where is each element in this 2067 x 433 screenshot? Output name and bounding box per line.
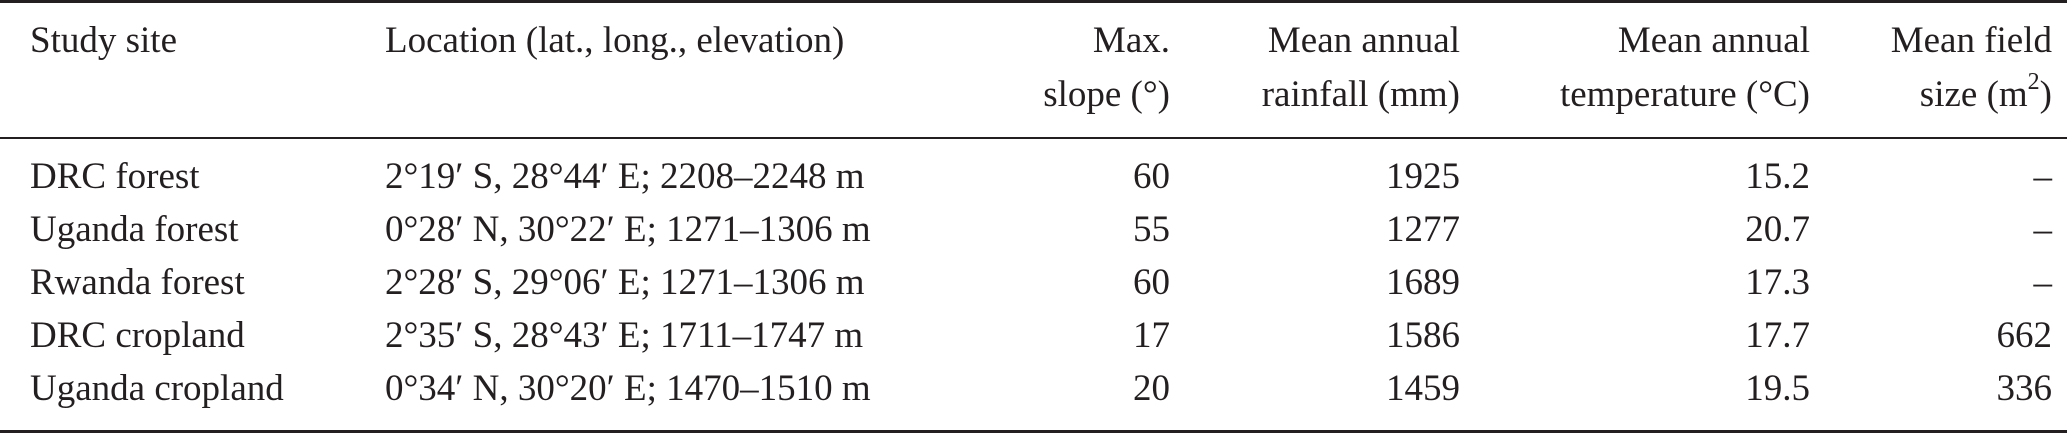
- header-max-slope-line2: slope (°): [1043, 74, 1170, 115]
- cell-rainfall: 1586: [1386, 315, 1460, 356]
- cell-rainfall: 1925: [1386, 156, 1460, 197]
- cell-location: 2°28′ S, 29°06′ E; 1271–1306 m: [385, 262, 865, 303]
- header-temperature-line1: Mean annual: [1617, 20, 1810, 61]
- cell-temperature: 20.7: [1745, 209, 1810, 250]
- header-location: Location (lat., long., elevation): [385, 20, 845, 61]
- table-header-rule: [0, 137, 2067, 139]
- header-study-site: Study site: [30, 20, 177, 61]
- cell-temperature: 15.2: [1745, 156, 1810, 197]
- cell-slope: 60: [1133, 262, 1170, 303]
- cell-slope: 17: [1133, 315, 1170, 356]
- header-field-size-base: size (m: [1919, 74, 2028, 115]
- cell-temperature: 19.5: [1745, 368, 1810, 409]
- cell-temperature: 17.3: [1745, 262, 1810, 303]
- cell-location: 2°19′ S, 28°44′ E; 2208–2248 m: [385, 156, 865, 197]
- cell-site: Uganda forest: [30, 209, 239, 250]
- cell-slope: 60: [1133, 156, 1170, 197]
- cell-field-size: –: [2033, 209, 2053, 250]
- cell-field-size: –: [2033, 156, 2053, 197]
- table-bottom-rule: [0, 430, 2067, 433]
- cell-site: DRC cropland: [30, 315, 245, 356]
- cell-rainfall: 1277: [1386, 209, 1460, 250]
- header-field-size-line1: Mean field: [1890, 20, 2052, 61]
- cell-rainfall: 1459: [1386, 368, 1460, 409]
- header-rainfall-line1: Mean annual: [1267, 20, 1460, 61]
- header-field-size-superscript: 2: [2027, 69, 2040, 95]
- cell-rainfall: 1689: [1386, 262, 1460, 303]
- cell-temperature: 17.7: [1745, 315, 1810, 356]
- cell-site: Uganda cropland: [30, 368, 284, 409]
- cell-site: DRC forest: [30, 156, 200, 197]
- cell-location: 0°28′ N, 30°22′ E; 1271–1306 m: [385, 209, 871, 250]
- header-field-size-end: ): [2039, 74, 2052, 115]
- header-rainfall-line2: rainfall (mm): [1261, 74, 1460, 115]
- cell-location: 0°34′ N, 30°20′ E; 1470–1510 m: [385, 368, 871, 409]
- header-field-size-line2: size (m2): [1820, 68, 2052, 121]
- table-top-rule: [0, 0, 2067, 3]
- cell-field-size: 336: [1996, 368, 2053, 409]
- cell-field-size: –: [2033, 262, 2053, 303]
- cell-slope: 55: [1133, 209, 1170, 250]
- header-max-slope-line1: Max.: [1092, 20, 1170, 61]
- cell-location: 2°35′ S, 28°43′ E; 1711–1747 m: [385, 315, 864, 356]
- cell-site: Rwanda forest: [30, 262, 245, 303]
- header-temperature-line2: temperature (°C): [1559, 74, 1810, 115]
- cell-slope: 20: [1133, 368, 1170, 409]
- cell-field-size: 662: [1996, 315, 2053, 356]
